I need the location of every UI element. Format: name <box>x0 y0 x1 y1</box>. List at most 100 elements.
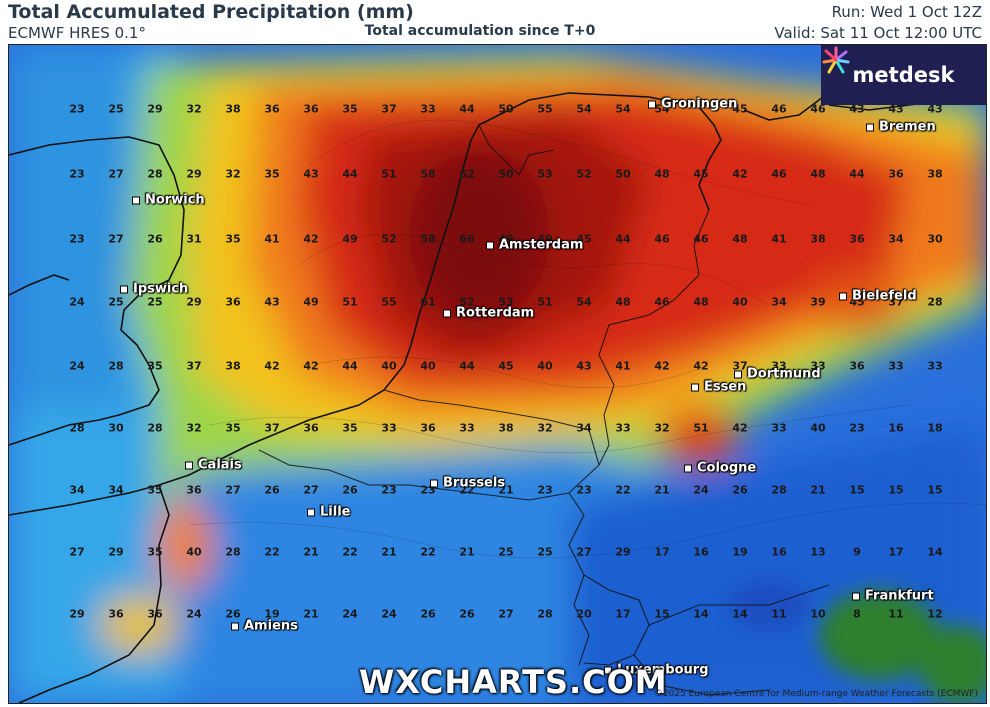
grid-value: 32 <box>186 421 202 435</box>
grid-value: 54 <box>615 102 631 116</box>
grid-value: 12 <box>927 607 943 621</box>
grid-value: 50 <box>498 167 514 181</box>
grid-value: 15 <box>654 607 670 621</box>
grid-value: 26 <box>459 607 475 621</box>
grid-value: 14 <box>732 607 748 621</box>
city-marker-icon <box>734 370 742 378</box>
grid-value: 50 <box>615 167 631 181</box>
grid-value: 36 <box>849 359 865 373</box>
grid-value: 51 <box>342 295 358 309</box>
grid-value: 18 <box>927 421 943 435</box>
city-label: Essen <box>691 380 746 395</box>
grid-value: 40 <box>810 421 826 435</box>
grid-value: 33 <box>381 421 397 435</box>
valid-label: Valid: Sat 11 Oct 12:00 UTC <box>774 24 982 42</box>
grid-value: 21 <box>303 545 319 559</box>
grid-value: 28 <box>147 167 163 181</box>
metdesk-wordmark: metdesk <box>852 63 955 87</box>
grid-value: 46 <box>693 232 709 246</box>
grid-value: 37 <box>264 421 280 435</box>
grid-value: 24 <box>342 607 358 621</box>
grid-value: 31 <box>186 232 202 246</box>
grid-value: 48 <box>810 167 826 181</box>
grid-value: 44 <box>342 359 358 373</box>
city-name: Luxembourg <box>617 662 709 678</box>
grid-value: 26 <box>225 607 241 621</box>
city-marker-icon <box>185 461 193 469</box>
grid-value: 33 <box>771 359 787 373</box>
grid-value: 35 <box>225 232 241 246</box>
grid-value: 45 <box>576 232 592 246</box>
city-label: Bielefeld <box>839 289 917 304</box>
grid-value: 22 <box>459 483 475 497</box>
grid-value: 36 <box>303 421 319 435</box>
city-marker-icon <box>604 666 612 674</box>
grid-value: 16 <box>693 545 709 559</box>
grid-value: 55 <box>381 295 397 309</box>
grid-value: 34 <box>108 483 124 497</box>
grid-value: 22 <box>342 545 358 559</box>
grid-value: 21 <box>381 545 397 559</box>
grid-value: 48 <box>693 295 709 309</box>
grid-value: 40 <box>420 359 436 373</box>
grid-value: 16 <box>771 545 787 559</box>
grid-value: 62 <box>459 167 475 181</box>
grid-value: 25 <box>498 545 514 559</box>
city-label: Frankfurt <box>852 589 934 604</box>
grid-value: 43 <box>264 295 280 309</box>
city-name: Dortmund <box>747 366 821 382</box>
grid-value: 46 <box>771 102 787 116</box>
grid-value: 34 <box>888 232 904 246</box>
grid-value: 53 <box>498 295 514 309</box>
grid-value: 37 <box>732 359 748 373</box>
grid-value: 45 <box>498 359 514 373</box>
city-marker-icon <box>132 196 140 204</box>
grid-value: 34 <box>69 483 85 497</box>
grid-value: 44 <box>342 167 358 181</box>
grid-value: 51 <box>693 421 709 435</box>
grid-value: 23 <box>69 102 85 116</box>
city-name: Frankfurt <box>865 588 934 604</box>
grid-value: 27 <box>108 232 124 246</box>
grid-value: 40 <box>537 359 553 373</box>
grid-value: 35 <box>342 102 358 116</box>
grid-value: 32 <box>537 421 553 435</box>
grid-value: 16 <box>888 421 904 435</box>
grid-value: 21 <box>303 607 319 621</box>
grid-value: 36 <box>888 167 904 181</box>
grid-value: 39 <box>810 295 826 309</box>
grid-value: 36 <box>147 607 163 621</box>
grid-value: 35 <box>147 545 163 559</box>
grid-value: 32 <box>186 102 202 116</box>
grid-value: 35 <box>264 167 280 181</box>
grid-value: 46 <box>654 295 670 309</box>
grid-value: 25 <box>108 102 124 116</box>
grid-value: 14 <box>693 607 709 621</box>
grid-value: 23 <box>849 421 865 435</box>
grid-value: 25 <box>108 295 124 309</box>
grid-value: 29 <box>108 545 124 559</box>
city-name: Amiens <box>244 618 298 634</box>
grid-value: 35 <box>342 421 358 435</box>
grid-value: 17 <box>654 545 670 559</box>
city-marker-icon <box>648 100 656 108</box>
city-marker-icon <box>852 592 860 600</box>
grid-value: 24 <box>69 359 85 373</box>
city-name: Cologne <box>697 460 757 476</box>
grid-value: 61 <box>420 295 436 309</box>
grid-value: 48 <box>654 167 670 181</box>
grid-value: 22 <box>264 545 280 559</box>
grid-value: 42 <box>732 421 748 435</box>
grid-value: 28 <box>147 421 163 435</box>
grid-value: 13 <box>810 545 826 559</box>
city-name: Norwich <box>145 192 205 208</box>
grid-value: 66 <box>459 232 475 246</box>
grid-value: 28 <box>537 607 553 621</box>
city-marker-icon <box>691 383 699 391</box>
grid-value: 42 <box>732 167 748 181</box>
city-label: Amiens <box>231 619 298 634</box>
grid-value: 35 <box>147 483 163 497</box>
grid-value: 44 <box>459 359 475 373</box>
grid-value: 43 <box>303 167 319 181</box>
grid-value: 17 <box>888 545 904 559</box>
